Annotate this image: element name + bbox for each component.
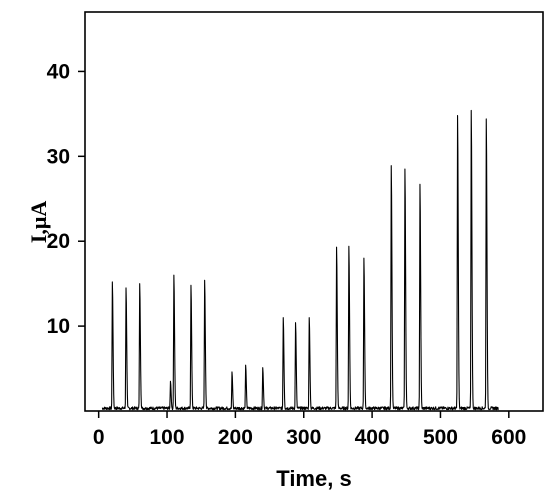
plot-frame bbox=[84, 11, 544, 412]
x-tick-label: 400 bbox=[355, 426, 390, 449]
x-tick-label: 600 bbox=[491, 426, 526, 449]
y-tick-label: 30 bbox=[47, 145, 70, 168]
x-tick-label: 300 bbox=[286, 426, 321, 449]
x-tick-label: 0 bbox=[93, 426, 105, 449]
y-tick-label: 40 bbox=[47, 60, 70, 83]
x-tick-label: 500 bbox=[423, 426, 458, 449]
y-axis-ticks: 10 20 30 40 bbox=[47, 60, 85, 338]
x-axis-ticks: 0 100 200 300 400 500 600 bbox=[93, 411, 526, 449]
x-tick-label: 200 bbox=[218, 426, 253, 449]
y-tick-label: 10 bbox=[47, 315, 70, 338]
y-tick-label: 20 bbox=[47, 230, 70, 253]
x-axis-label: Time, s bbox=[276, 466, 351, 491]
current-trace bbox=[101, 109, 499, 411]
x-tick-label: 100 bbox=[150, 426, 185, 449]
y-axis-label: I,μA bbox=[26, 201, 51, 244]
